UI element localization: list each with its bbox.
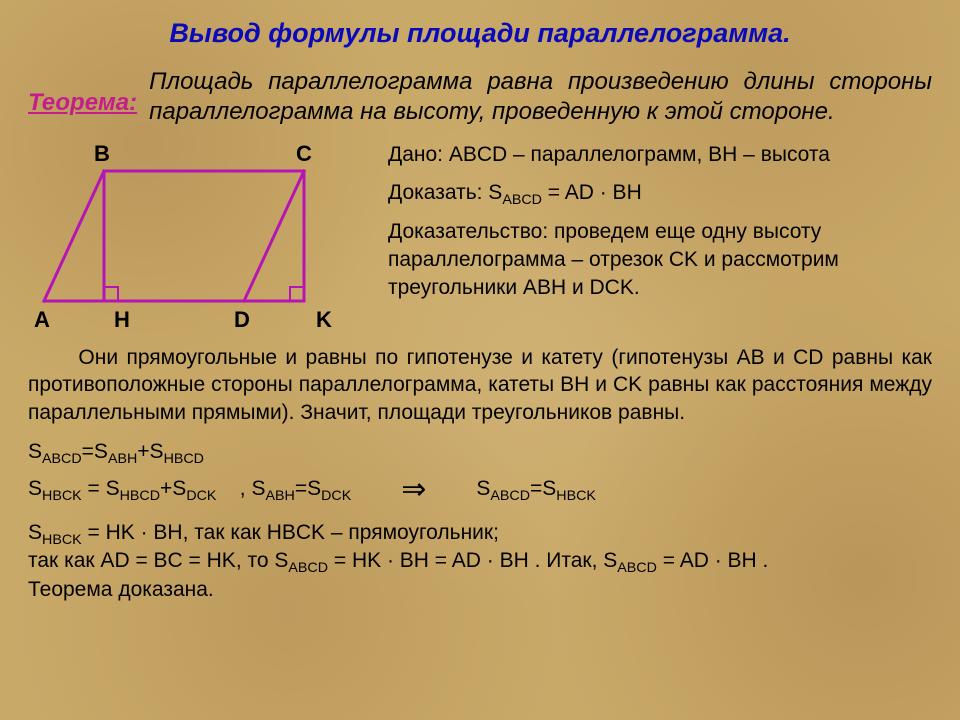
vertex-label-h: H: [114, 307, 130, 333]
vertex-label-c: C: [296, 141, 312, 167]
diagram-container: A B C D H K: [28, 141, 368, 346]
final-line-3: Теорема доказана.: [28, 576, 932, 604]
page-title: Вывод формулы площади параллелограмма.: [28, 18, 932, 49]
final-line-2: так как AD = BC = HK, то SABCD = HK · BH…: [28, 547, 932, 575]
equation-2: SHBCK = SHBCD+SDCK , SABH=SDCK: [28, 477, 351, 501]
vertex-label-k: K: [316, 307, 332, 333]
theorem-statement: Площадь параллелограмма равна произведен…: [149, 67, 932, 127]
proof-text-1: Доказательство: проведем еще одну высоту…: [388, 218, 932, 303]
equations-block: SABCD=SABH+SHBCD SHBCK = SHBCD+SDCK , SA…: [28, 440, 932, 507]
vertex-label-d: D: [234, 307, 250, 333]
prove-text: Доказать: SABCD = AD · BH: [388, 179, 932, 207]
given-column: Дано: ABCD – параллелограмм, BH – высота…: [388, 141, 932, 313]
equation-1: SABCD=SABH+SHBCD: [28, 440, 932, 464]
proof-body: Они прямоугольные и равны по гипотенузе …: [28, 344, 932, 426]
theorem-label: Теорема:: [28, 67, 137, 127]
final-block: SHBCK = HK · BH, так как HBCK – прямоуго…: [28, 519, 932, 604]
implies-icon: ⇒: [401, 472, 426, 507]
vertex-label-b: B: [94, 141, 110, 167]
equation-3: SABCD=SHBCK: [476, 477, 596, 501]
final-line-1: SHBCK = HK · BH, так как HBCK – прямоуго…: [28, 519, 932, 547]
theorem-row: Теорема: Площадь параллелограмма равна п…: [28, 67, 932, 127]
vertex-label-a: A: [34, 307, 50, 333]
given-text: Дано: ABCD – параллелограмм, BH – высота: [388, 141, 932, 169]
